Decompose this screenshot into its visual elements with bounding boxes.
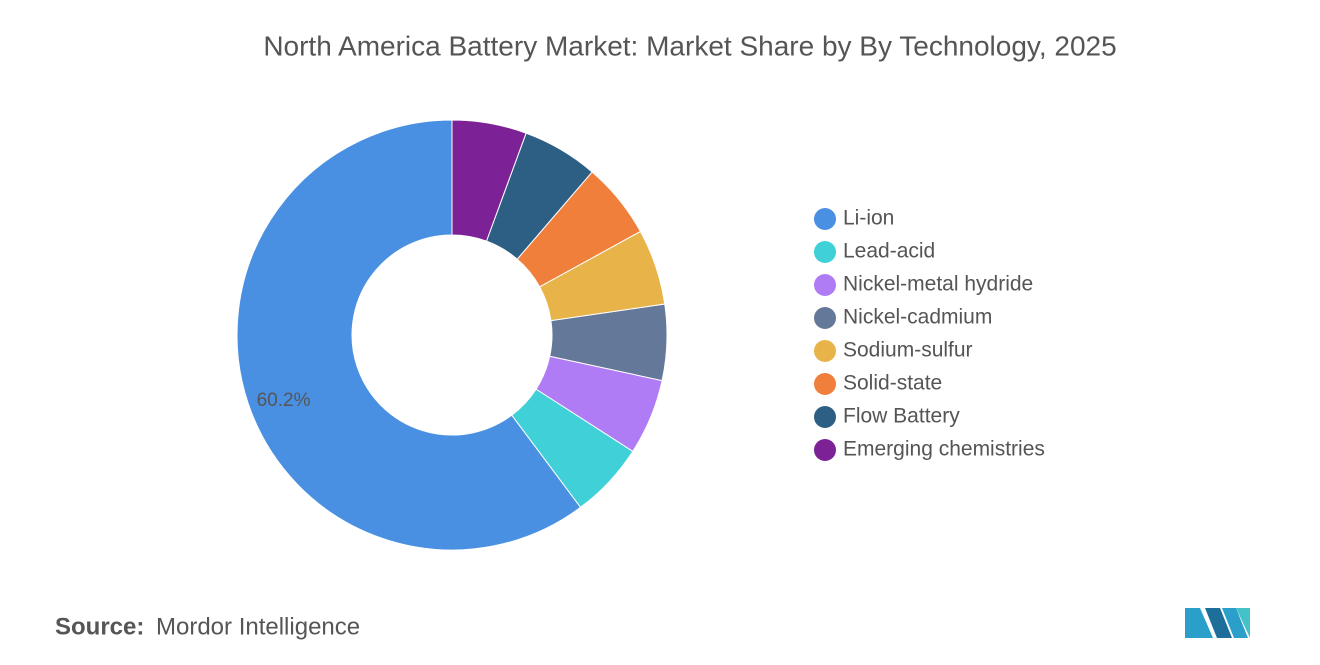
- data-label: 60.2%: [257, 390, 311, 411]
- slice: [451, 119, 527, 242]
- chart-title: North America Battery Market: Market Sha…: [263, 30, 1116, 61]
- legend-label: Lead-acid: [843, 240, 935, 263]
- slice: [236, 119, 582, 551]
- legend-marker: [814, 340, 836, 362]
- legend-label: Emerging chemistries: [843, 438, 1045, 461]
- legend-marker: [814, 406, 836, 428]
- source-label: Source:: [55, 613, 144, 640]
- legend-label: Sodium-sulfur: [843, 339, 973, 362]
- legend-marker: [814, 208, 836, 230]
- legend-label: Solid-state: [843, 372, 942, 395]
- legend-label: Nickel-cadmium: [843, 306, 992, 329]
- legend-label: Li-ion: [843, 207, 894, 230]
- legend-label: Flow Battery: [843, 405, 960, 428]
- legend-label: Nickel-metal hydride: [843, 273, 1033, 296]
- legend-marker: [814, 373, 836, 395]
- legend-marker: [814, 274, 836, 296]
- legend-marker: [814, 307, 836, 329]
- logo: [1185, 608, 1250, 638]
- legend-marker: [814, 241, 836, 263]
- legend-marker: [814, 439, 836, 461]
- source-text: Mordor Intelligence: [156, 613, 360, 640]
